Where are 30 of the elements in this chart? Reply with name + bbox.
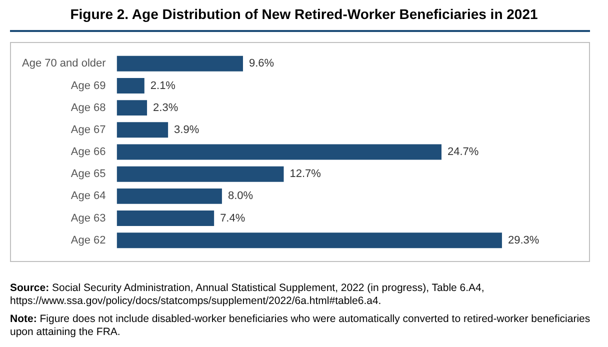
y-tick-label: Age 64: [70, 190, 106, 202]
y-tick-label: Age 62: [70, 234, 106, 246]
data-label: 7.4%: [220, 212, 246, 224]
y-tick-label: Age 65: [70, 168, 106, 180]
data-label: 3.9%: [174, 124, 200, 136]
data-label: 9.6%: [248, 58, 274, 70]
bar: [116, 122, 168, 138]
data-label: 24.7%: [447, 146, 479, 158]
bar: [116, 100, 148, 116]
y-tick-label: Age 70 and older: [22, 58, 106, 70]
y-tick-label: Age 68: [70, 102, 106, 114]
bar: [116, 232, 502, 248]
bar: [116, 188, 222, 204]
chart-title: Figure 2. Age Distribution of New Retired-Worker Beneficiaries in 2021: [69, 6, 539, 22]
bar: [116, 210, 214, 226]
y-tick-label: Age 69: [70, 80, 106, 92]
data-label: 12.7%: [290, 168, 322, 180]
text: Note: Figure does not include disabled-worker beneficiaries who were automatically converted to retired-worker beneficiaries upon attaining the FRA.: [10, 313, 592, 339]
data-label: 2.3%: [153, 102, 178, 114]
bar: [116, 144, 442, 160]
data-label: 29.3%: [508, 234, 540, 246]
bar: [116, 56, 243, 72]
y-tick-label: Age 67: [70, 124, 106, 136]
data-label: 2.1%: [150, 80, 176, 92]
y-tick-label: Age 63: [70, 212, 106, 224]
source-note: Source: Social Security Administration, Annual Statistical Supplement, 2022 (in progress), Table 6.A4, https://www.ssa.gov/policy/docs/statcomps/supplement/2022/6a.html#table6.a4.: [10, 282, 486, 308]
data-label: 8.0%: [228, 190, 254, 202]
y-tick-label: Age 66: [70, 146, 106, 158]
bar: [116, 166, 284, 182]
bar: [116, 78, 144, 94]
